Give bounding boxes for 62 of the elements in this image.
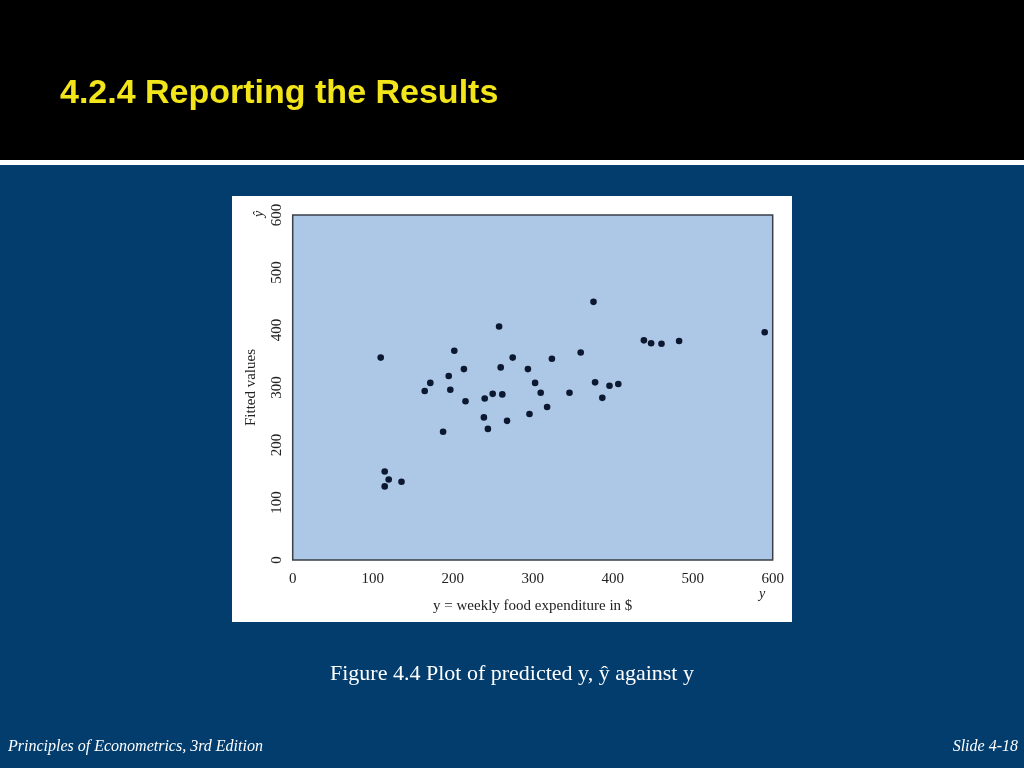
x-tick-label: 200 <box>441 570 464 586</box>
point <box>526 410 533 418</box>
point <box>509 354 516 361</box>
point <box>647 339 655 347</box>
y-tick-label: 0 <box>268 556 285 564</box>
point <box>381 483 388 490</box>
x-axis-title: y = weekly food expenditure in $ <box>433 597 633 613</box>
point <box>590 298 597 306</box>
point <box>566 389 573 396</box>
x-tick-label: 600 <box>761 570 784 586</box>
point <box>531 379 539 387</box>
point <box>489 390 496 398</box>
point <box>398 478 405 486</box>
point <box>591 379 599 386</box>
point <box>497 364 504 371</box>
point <box>381 468 388 475</box>
point <box>658 340 665 348</box>
point <box>640 337 648 344</box>
point <box>577 349 584 356</box>
point <box>427 379 434 387</box>
point <box>537 389 544 396</box>
point <box>495 323 503 330</box>
x-tick-label: 500 <box>681 570 704 586</box>
point <box>421 387 428 395</box>
point <box>460 365 468 373</box>
point <box>481 395 488 402</box>
point <box>447 386 454 394</box>
chart-title: 4.2.4 Reporting the Results <box>60 72 499 110</box>
x-tick-label: 0 <box>288 570 297 586</box>
y-tick-label: 100 <box>268 491 285 514</box>
text: Principles of Econometrics, 3rd Edition <box>7 737 263 755</box>
point <box>615 380 622 388</box>
point <box>675 337 683 345</box>
x-tick-label: 100 <box>361 570 384 586</box>
point <box>451 347 458 354</box>
point <box>484 425 492 433</box>
y-tick-label: 600 <box>268 203 285 227</box>
point <box>385 476 392 483</box>
x-tick-label: 400 <box>601 570 624 586</box>
y-axis-title: Fitted values <box>242 348 259 427</box>
y-tick-label: 300 <box>268 376 285 399</box>
text: y <box>756 586 766 601</box>
point <box>462 398 469 405</box>
point <box>499 391 506 398</box>
point <box>524 365 532 373</box>
x-tick-label: 300 <box>521 570 544 586</box>
point <box>543 403 551 411</box>
point <box>548 355 556 363</box>
text: ŷ <box>251 210 267 220</box>
point <box>377 354 384 361</box>
point <box>599 394 606 402</box>
y-tick-label: 200 <box>268 433 285 457</box>
point <box>503 417 511 425</box>
text: Slide 4-18 <box>952 737 1018 754</box>
y-tick-label: 500 <box>268 261 285 284</box>
point <box>439 428 447 436</box>
point <box>480 414 488 421</box>
caption: Figure 4.4 Plot of predicted y, ŷ against y <box>330 660 694 685</box>
point <box>445 372 452 380</box>
y-tick-label: 400 <box>268 318 285 342</box>
point <box>761 329 768 336</box>
point <box>606 382 613 390</box>
